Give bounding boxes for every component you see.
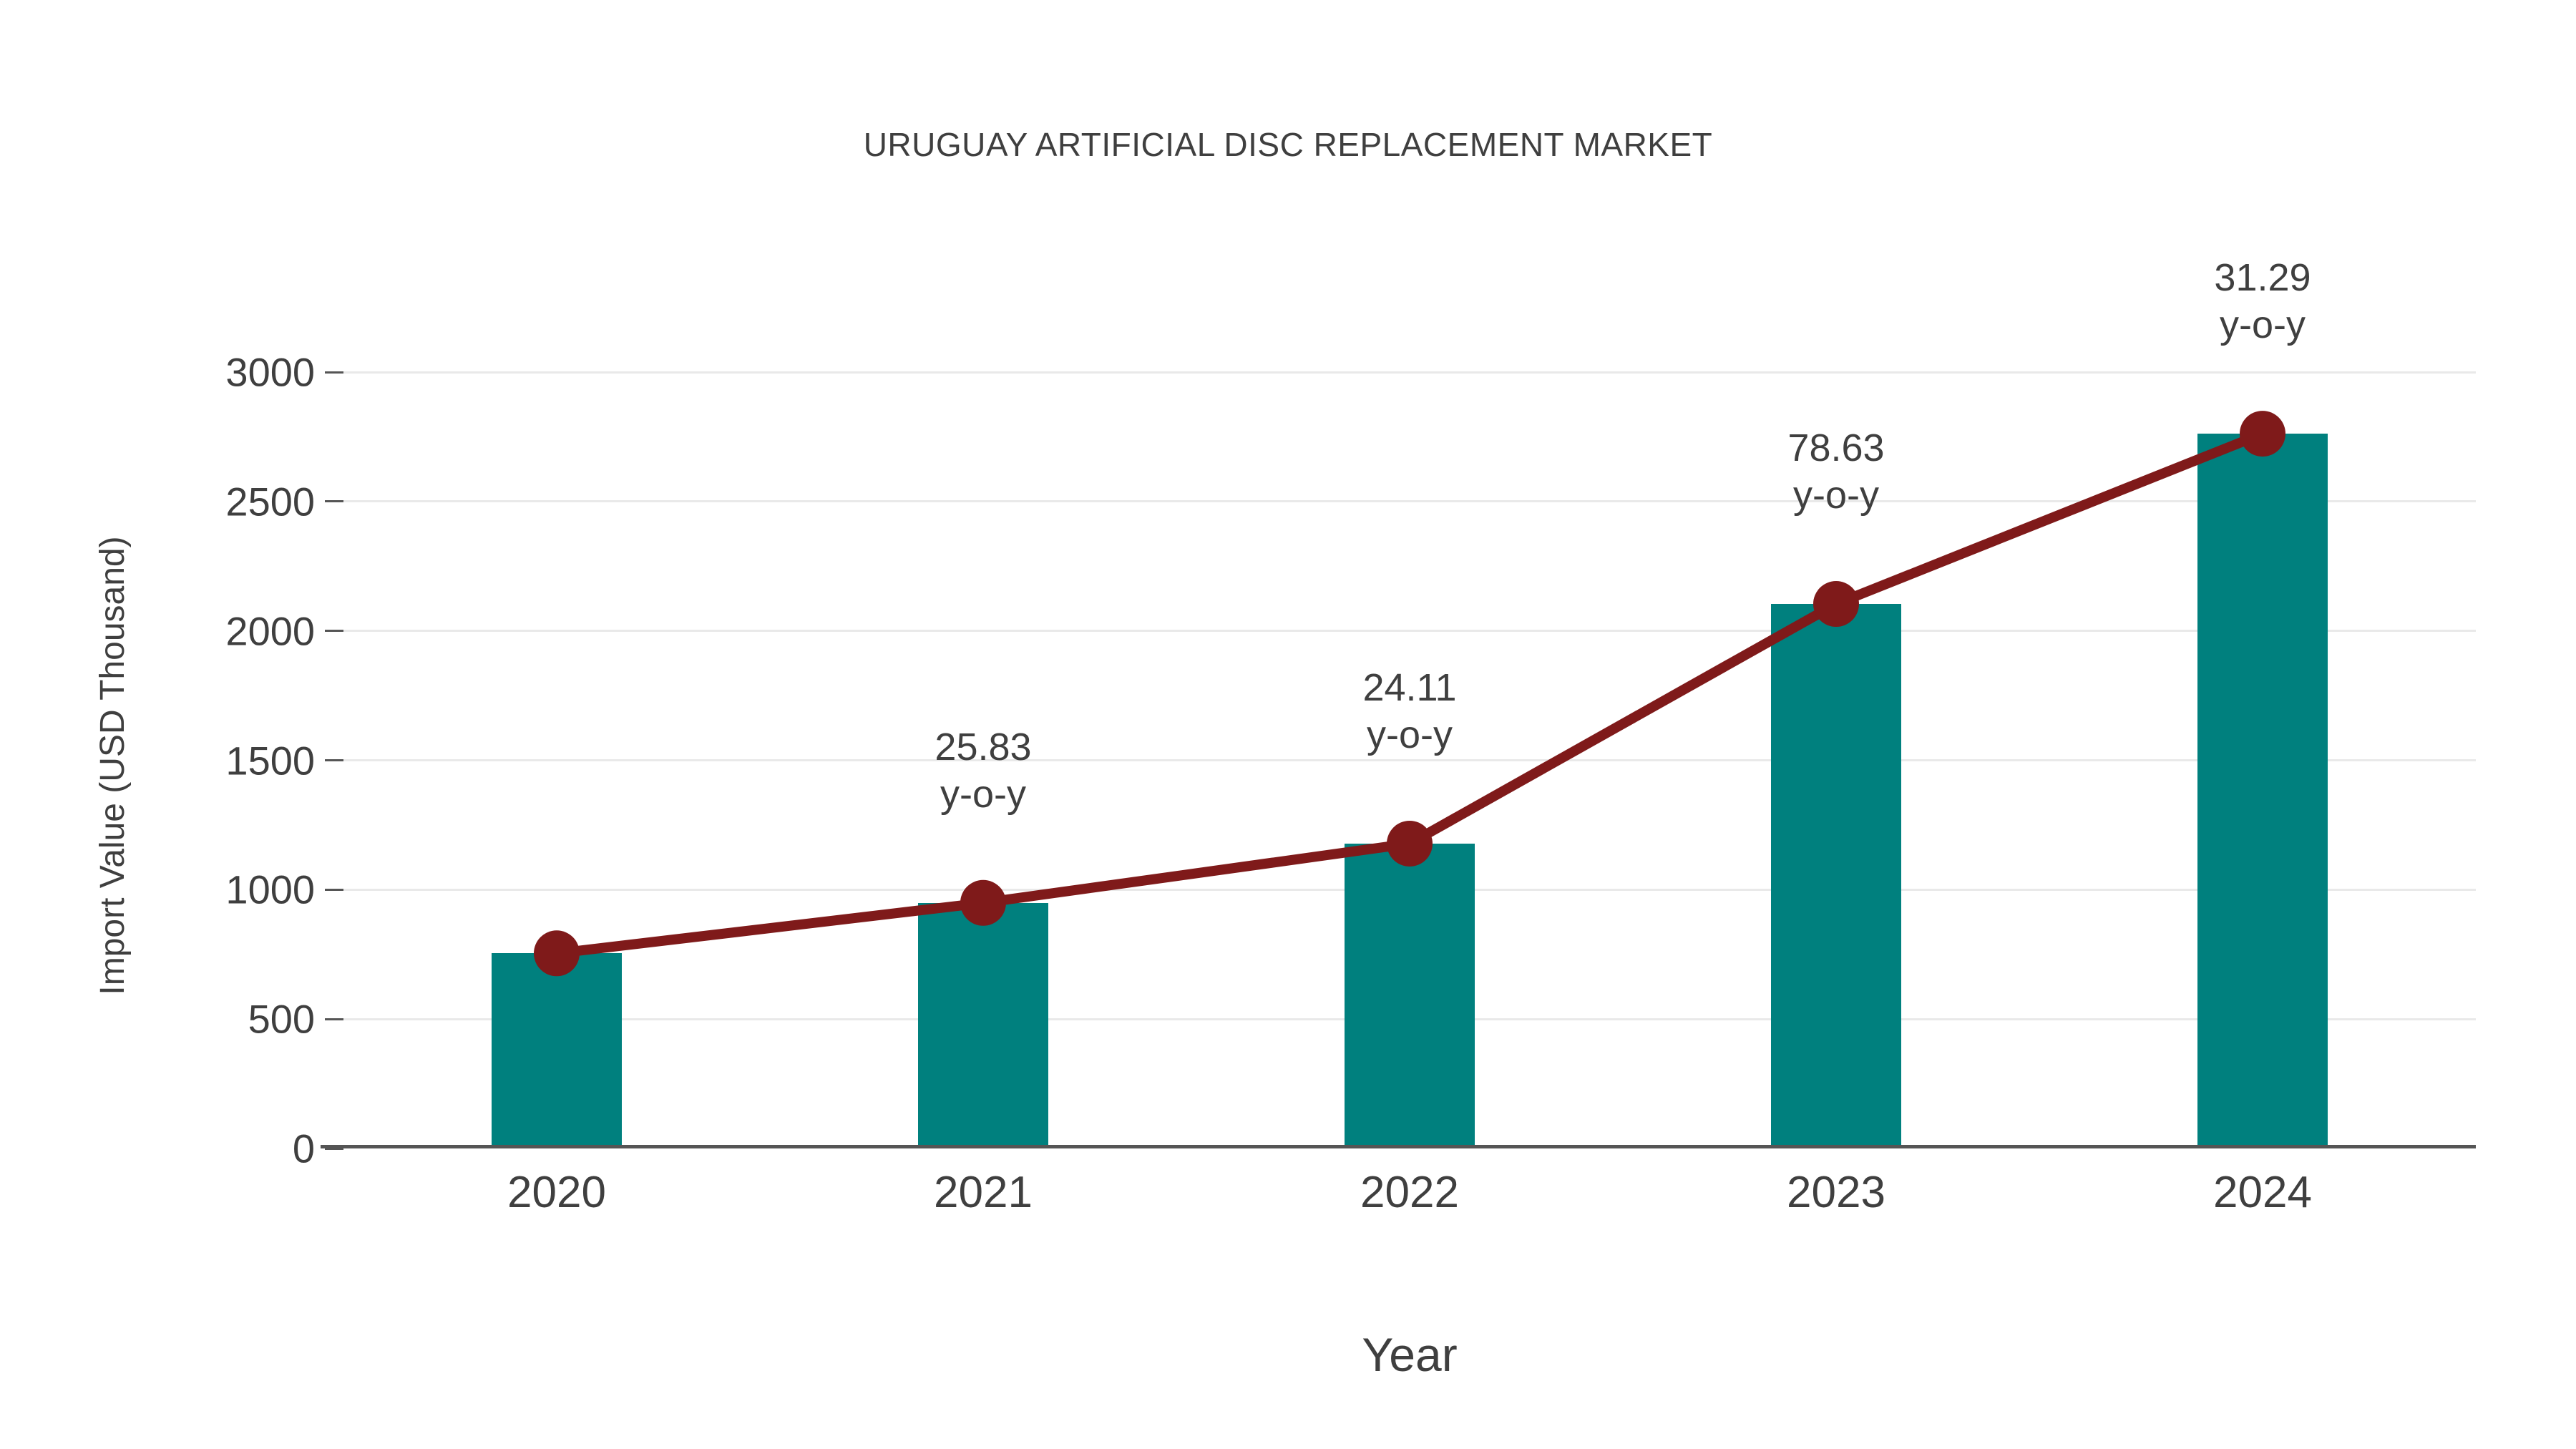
x-tick-label-2020: 2020	[507, 1168, 606, 1217]
y-tick-mark	[325, 630, 343, 633]
data-point-marker-2020[interactable]	[534, 930, 580, 977]
point-label-value: 31.29	[2214, 256, 2311, 300]
y-tick-mark	[325, 371, 343, 374]
y-tick-mark	[325, 888, 343, 891]
x-tick-label-2021: 2021	[934, 1168, 1033, 1217]
x-tick-label-2024: 2024	[2213, 1168, 2312, 1217]
data-point-marker-2024[interactable]	[2240, 411, 2285, 457]
data-point-marker-2022[interactable]	[1387, 820, 1433, 867]
y-tick-mark	[325, 1147, 343, 1150]
gridline	[343, 500, 2476, 503]
x-tick-label-2023: 2023	[1787, 1168, 1885, 1217]
y-tick-mark	[325, 1018, 343, 1020]
bar-2022[interactable]	[1345, 843, 1475, 1148]
y-axis-title: Import Value (USD Thousand)	[94, 536, 132, 995]
bar-2023[interactable]	[1771, 604, 1901, 1148]
chart-title: URUGUAY ARTIFICIAL DISC REPLACEMENT MARK…	[863, 126, 1713, 163]
x-axis-title: Year	[1362, 1328, 1458, 1381]
bar-2020[interactable]	[492, 953, 622, 1148]
bar-2024[interactable]	[2197, 434, 2328, 1148]
y-tick-mark	[325, 759, 343, 761]
point-label-2024: 31.29 y-o-y	[2214, 255, 2311, 349]
line-series-layer	[534, 411, 2285, 977]
y-tick-mark	[325, 500, 343, 503]
point-label-value: 25.83	[935, 725, 1032, 769]
gridline	[343, 759, 2476, 761]
point-label-2023: 78.63 y-o-y	[1787, 425, 1884, 519]
point-label-suffix: y-o-y	[940, 772, 1026, 816]
y-tick-label: 3000	[225, 349, 315, 395]
gridline	[343, 371, 2476, 374]
y-tick-label: 0	[292, 1126, 315, 1171]
y-tick-label: 2000	[225, 608, 315, 654]
point-label-value: 78.63	[1787, 426, 1885, 470]
point-label-value: 24.11	[1362, 665, 1457, 709]
point-label-2021: 25.83 y-o-y	[935, 724, 1031, 819]
point-label-suffix: y-o-y	[2219, 303, 2306, 346]
y-tick-label: 2500	[225, 479, 315, 525]
gridline	[343, 630, 2476, 633]
point-label-suffix: y-o-y	[1367, 713, 1453, 756]
plot-area: 0 500 1000 1500 2000 2500 3000 25.83 y-o-y 24.11…	[225, 256, 2476, 1217]
bar-2021[interactable]	[918, 902, 1048, 1148]
x-axis-line	[321, 1145, 2476, 1148]
data-point-marker-2023[interactable]	[1813, 581, 1859, 628]
y-tick-label: 1000	[225, 867, 315, 912]
point-label-2022: 24.11 y-o-y	[1362, 665, 1456, 759]
y-tick-label: 1500	[225, 738, 315, 783]
y-tick-label: 500	[248, 996, 315, 1042]
point-label-suffix: y-o-y	[1792, 473, 1879, 517]
data-point-marker-2021[interactable]	[960, 879, 1006, 926]
x-tick-label-2022: 2022	[1360, 1168, 1459, 1217]
